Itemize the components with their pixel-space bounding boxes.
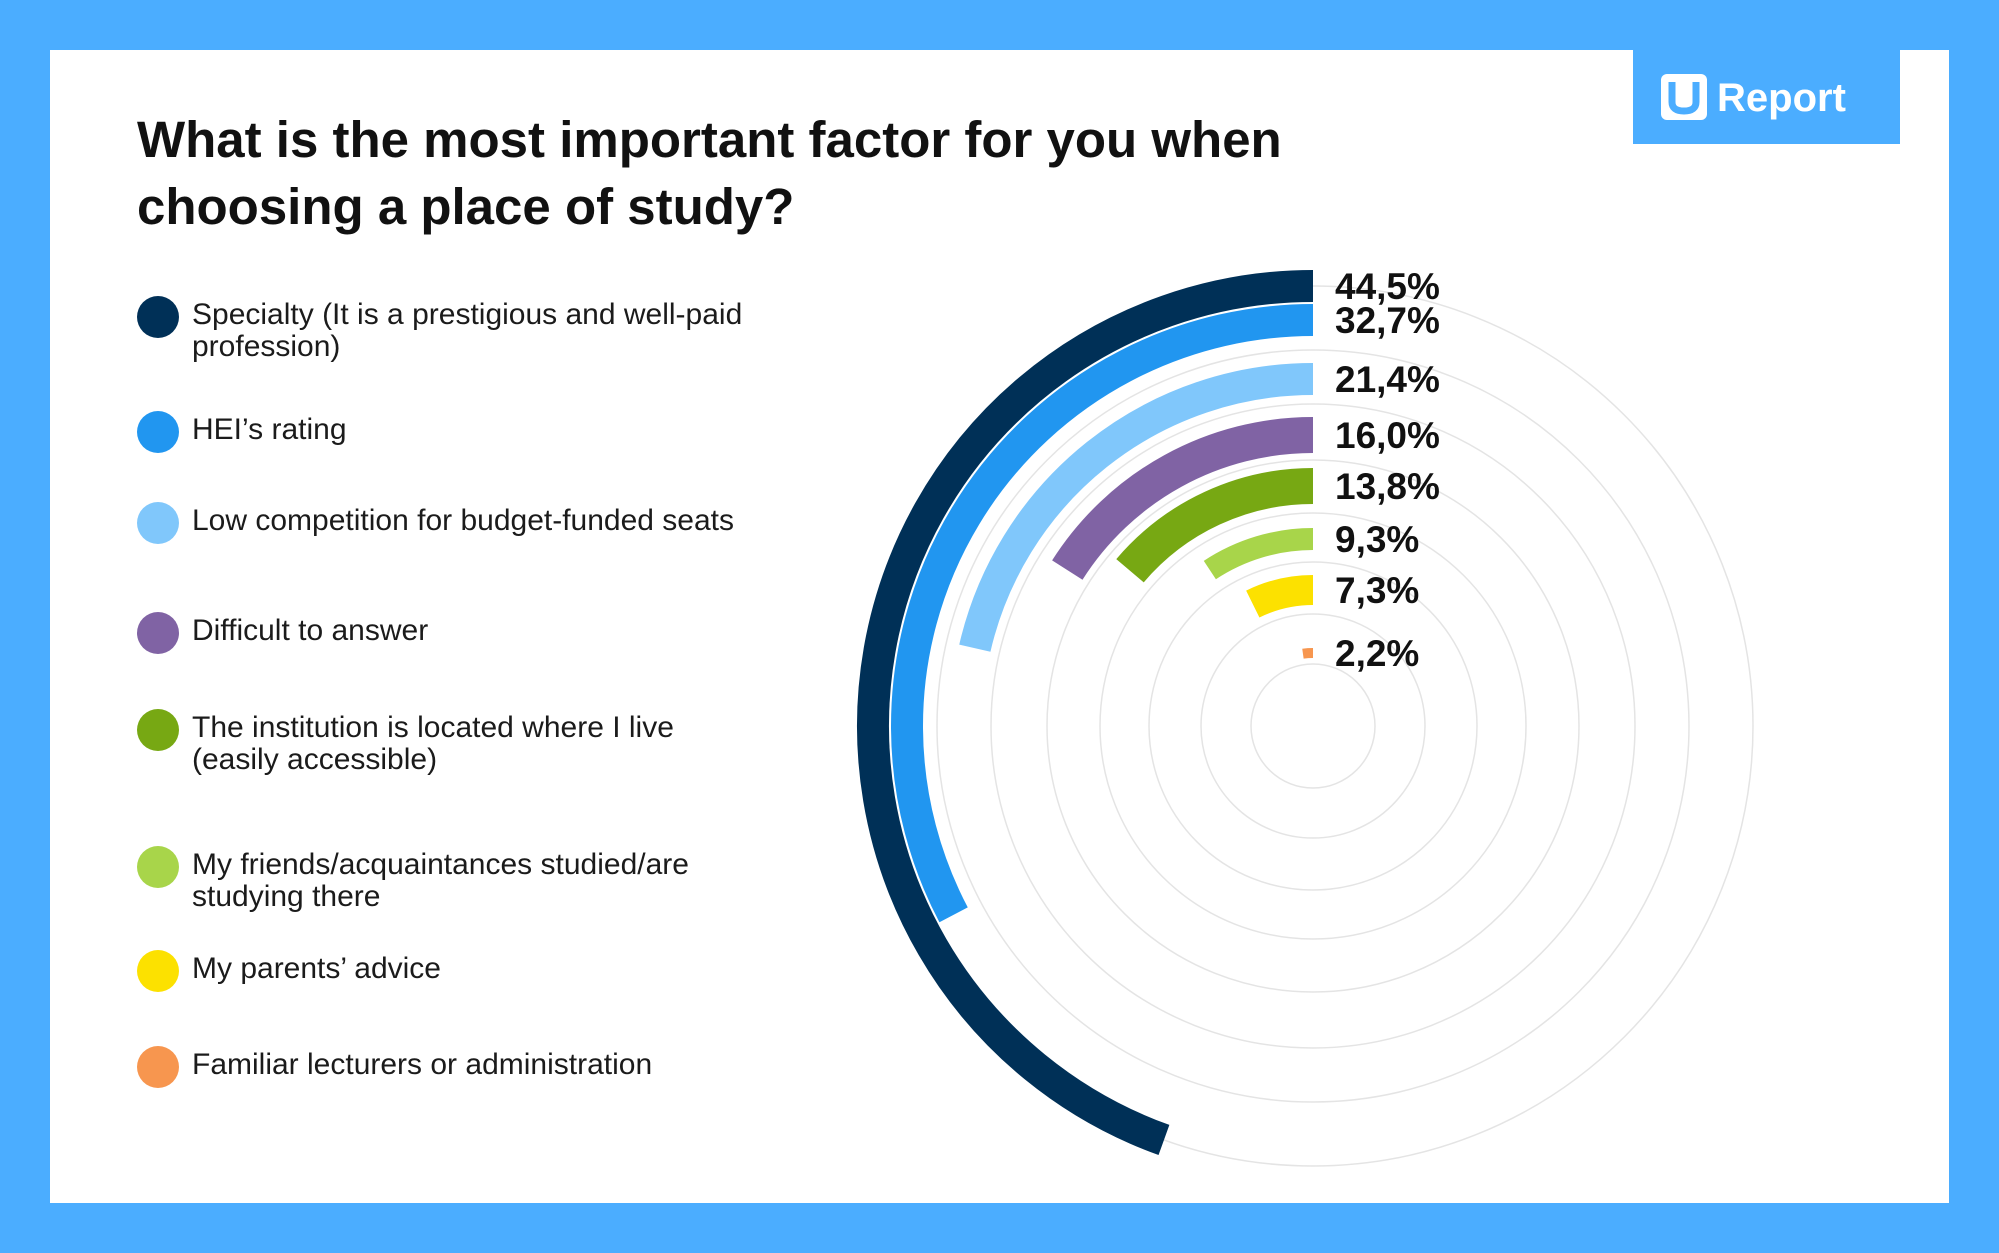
legend-label: My friends/acquaintances studied/are stu… bbox=[192, 848, 689, 913]
legend-label: Specialty (It is a prestigious and well-… bbox=[192, 298, 743, 363]
ureport-logo-mark: Report bbox=[1661, 74, 1846, 120]
ureport-logo: Report bbox=[1633, 50, 1900, 144]
bars bbox=[857, 270, 1314, 1156]
legend-item: My friends/acquaintances studied/are stu… bbox=[137, 846, 752, 913]
legend-swatch bbox=[137, 612, 179, 654]
grid-ring bbox=[1148, 561, 1478, 891]
grid-ring bbox=[936, 349, 1690, 1103]
bar-arc bbox=[1052, 417, 1314, 580]
grid-ring bbox=[1099, 512, 1527, 940]
bar-arc bbox=[1246, 575, 1314, 618]
legend-label: Low competition for budget-funded seats bbox=[192, 504, 735, 537]
value-label: 2,2% bbox=[1335, 633, 1419, 674]
value-label: 16,0% bbox=[1335, 415, 1440, 456]
value-label: 44,5% bbox=[1335, 266, 1440, 307]
legend-label: My parents’ advice bbox=[192, 952, 441, 985]
value-labels: 44,5%32,7% 21,4% 16,0% 13,8% 9,3% 7,3% 2,2% bbox=[1335, 266, 1440, 674]
chart-card bbox=[50, 50, 1949, 1203]
chart-title: What is the most important factor for yo… bbox=[137, 111, 1282, 235]
value-label: 13,8% bbox=[1335, 466, 1440, 507]
bar-arc bbox=[891, 304, 1314, 923]
legend-item: Low competition for budget-funded seats bbox=[137, 502, 752, 544]
logo-text: Report bbox=[1717, 76, 1846, 120]
legend-swatch bbox=[137, 296, 179, 338]
grid-ring bbox=[990, 403, 1636, 1049]
legend-label: Difficult to answer bbox=[192, 614, 429, 647]
legend-item: Specialty (It is a prestigious and well-… bbox=[137, 296, 752, 363]
value-label: 9,3% bbox=[1335, 519, 1419, 560]
legend-item: Difficult to answer bbox=[137, 612, 752, 654]
value-label: 7,3% bbox=[1335, 570, 1419, 611]
legend-label: The institution is located where I live … bbox=[192, 711, 674, 776]
legend-label: Familiar lecturers or administration bbox=[192, 1048, 653, 1081]
bar-arc bbox=[959, 363, 1314, 652]
bar-arc bbox=[1302, 648, 1314, 659]
bar-arc bbox=[857, 270, 1314, 1156]
legend-swatch bbox=[137, 1046, 179, 1088]
value-label: 21,4% bbox=[1335, 359, 1440, 400]
legend-swatch bbox=[137, 950, 179, 992]
legend-item: Familiar lecturers or administration bbox=[137, 1046, 752, 1088]
legend-swatch bbox=[137, 502, 179, 544]
value-label: 32,7% bbox=[1335, 300, 1440, 341]
grid-ring bbox=[1250, 663, 1376, 789]
legend-swatch bbox=[137, 411, 179, 453]
grid-ring bbox=[1046, 459, 1580, 993]
legend-swatch bbox=[137, 709, 179, 751]
grid-ring bbox=[1200, 613, 1426, 839]
legend-label: HEI’s rating bbox=[192, 413, 347, 446]
bar-arc bbox=[1203, 528, 1314, 580]
legend-item: HEI’s rating bbox=[137, 411, 752, 453]
legend-swatch bbox=[137, 846, 179, 888]
bar-arc bbox=[1116, 468, 1314, 583]
legend-item: My parents’ advice bbox=[137, 950, 752, 992]
legend-item: The institution is located where I live … bbox=[137, 709, 752, 776]
